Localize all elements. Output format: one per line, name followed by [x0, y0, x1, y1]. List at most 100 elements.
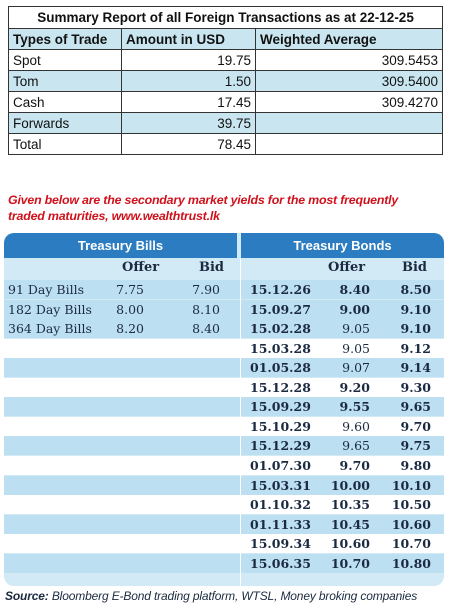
table-row: Cash 17.45 309.4270	[8, 91, 444, 113]
table-row: 15.03.28 9.05 9.12	[4, 338, 444, 358]
bond-bid: 9.14	[400, 360, 431, 376]
bond-maturity: 01.11.33	[250, 516, 311, 532]
bond-offer: 9.70	[339, 457, 370, 473]
trade-amount: 39.75	[121, 112, 256, 134]
table-row: 01.11.33 10.45 10.60	[4, 514, 444, 534]
bond-offer: 9.00	[339, 301, 370, 317]
trade-amount: 1.50	[121, 70, 256, 92]
trade-type: Tom	[8, 70, 122, 92]
bond-offer: 10.70	[330, 555, 370, 571]
column-divider	[240, 258, 241, 586]
summary-title: Summary Report of all Foreign Transactio…	[7, 6, 444, 29]
bill-name: 364 Day Bills	[8, 321, 92, 337]
trade-type: Cash	[8, 91, 122, 113]
table-row: 15.03.31 10.00 10.10	[4, 475, 444, 495]
bond-offer: 9.55	[339, 399, 370, 415]
trade-wavg	[254, 112, 444, 134]
bond-bid: 9.70	[400, 418, 431, 434]
summary-table: Summary Report of all Foreign Transactio…	[7, 6, 444, 155]
bond-offer: 9.07	[342, 360, 370, 376]
table-row: Total 78.45	[8, 133, 444, 155]
bills-offer-header: Offer	[122, 260, 160, 275]
bill-offer: 7.75	[116, 282, 144, 297]
bond-offer: 9.05	[342, 321, 370, 337]
bond-bid: 10.70	[391, 536, 431, 552]
table-row: 15.10.29 9.60 9.70	[4, 416, 444, 436]
table-row: Forwards 39.75	[8, 112, 444, 134]
bond-bid: 9.75	[400, 438, 431, 454]
bond-bid: 8.50	[400, 282, 431, 297]
table-row: 15.12.28 9.20 9.30	[4, 377, 444, 397]
bill-offer: 8.00	[116, 301, 144, 317]
trade-amount: 19.75	[121, 49, 256, 71]
bond-bid: 9.65	[400, 399, 431, 415]
bond-offer: 10.45	[330, 516, 370, 532]
bond-maturity: 01.10.32	[250, 497, 311, 513]
bond-bid: 9.10	[400, 301, 431, 317]
treasury-bonds-header: Treasury Bonds	[241, 233, 444, 258]
source-label: Source:	[5, 589, 49, 603]
bond-bid: 9.10	[400, 321, 431, 337]
table-row: 91 Day Bills 7.75 7.90 15.12.26 8.40 8.50	[4, 280, 444, 299]
note-line-1: Given below are the secondary market yie…	[8, 193, 399, 207]
bond-offer: 9.20	[339, 379, 370, 395]
bond-maturity: 01.05.28	[250, 360, 311, 376]
table-row: 15.09.34 10.60 10.70	[4, 534, 444, 554]
trade-wavg	[254, 133, 444, 155]
bond-maturity: 15.09.34	[250, 536, 311, 552]
bond-offer: 10.00	[330, 477, 370, 493]
bond-bid: 10.10	[391, 477, 431, 493]
treasury-bills-header: Treasury Bills	[4, 233, 237, 258]
bond-maturity: 15.10.29	[250, 418, 311, 434]
table-row: Spot 19.75 309.5453	[8, 49, 444, 71]
table-row: 01.07.30 9.70 9.80	[4, 455, 444, 475]
trade-amount: 78.45	[121, 133, 256, 155]
table-row: 15.12.29 9.65 9.75	[4, 436, 444, 456]
bill-name: 91 Day Bills	[8, 282, 84, 297]
bond-maturity: 15.12.26	[250, 282, 311, 297]
bond-maturity: 15.06.35	[250, 555, 311, 571]
bond-offer: 9.05	[342, 340, 370, 356]
source-text: Bloomberg E-Bond trading platform, WTSL,…	[48, 589, 418, 603]
trade-type: Forwards	[8, 112, 122, 134]
bond-maturity: 15.09.29	[250, 399, 311, 415]
note-line-2: traded maturities, www.wealthtrust.lk	[8, 208, 220, 223]
bond-bid: 9.80	[400, 457, 431, 473]
table-row: 15.06.35 10.70 10.80	[4, 553, 444, 573]
bond-bid: 9.12	[400, 340, 431, 356]
trade-type: Spot	[8, 49, 122, 71]
table-row: 15.09.29 9.55 9.65	[4, 397, 444, 417]
bill-bid: 7.90	[192, 282, 220, 297]
bill-bid: 8.10	[192, 301, 220, 317]
bond-maturity: 15.12.28	[250, 379, 311, 395]
bond-offer: 8.40	[339, 282, 370, 297]
col-header-wavg: Weighted Average	[254, 28, 444, 50]
bond-maturity: 15.02.28	[250, 321, 311, 337]
bill-bid: 8.40	[192, 321, 220, 337]
bond-bid: 10.80	[391, 555, 431, 571]
col-header-amount: Amount in USD	[121, 28, 256, 50]
trade-type: Total	[8, 133, 122, 155]
bond-maturity: 15.12.29	[250, 438, 311, 454]
trade-amount: 17.45	[121, 91, 256, 113]
bond-offer: 10.60	[330, 536, 370, 552]
bond-offer: 10.35	[330, 497, 370, 513]
bond-bid: 9.30	[400, 379, 431, 395]
col-header-type: Types of Trade	[8, 28, 122, 50]
bond-bid: 10.60	[391, 516, 431, 532]
table-row: 01.10.32 10.35 10.50	[4, 495, 444, 515]
bills-bid-header: Bid	[199, 260, 225, 275]
yields-panel: Treasury Bills Treasury Bonds Offer Bid …	[4, 233, 444, 586]
bond-maturity: 15.03.31	[250, 477, 311, 493]
trade-wavg: 309.5453	[254, 49, 444, 71]
bond-maturity: 15.03.28	[250, 340, 311, 356]
bonds-bid-header: Bid	[402, 260, 428, 275]
yields-note: Given below are the secondary market yie…	[8, 193, 444, 224]
bond-offer: 9.65	[342, 438, 370, 454]
bill-name: 182 Day Bills	[8, 301, 92, 317]
table-row: Tom 1.50 309.5400	[8, 70, 444, 92]
table-row: 01.05.28 9.07 9.14	[4, 358, 444, 378]
bond-bid: 10.50	[391, 497, 431, 513]
bonds-offer-header: Offer	[328, 260, 366, 275]
bond-offer: 9.60	[342, 418, 370, 434]
